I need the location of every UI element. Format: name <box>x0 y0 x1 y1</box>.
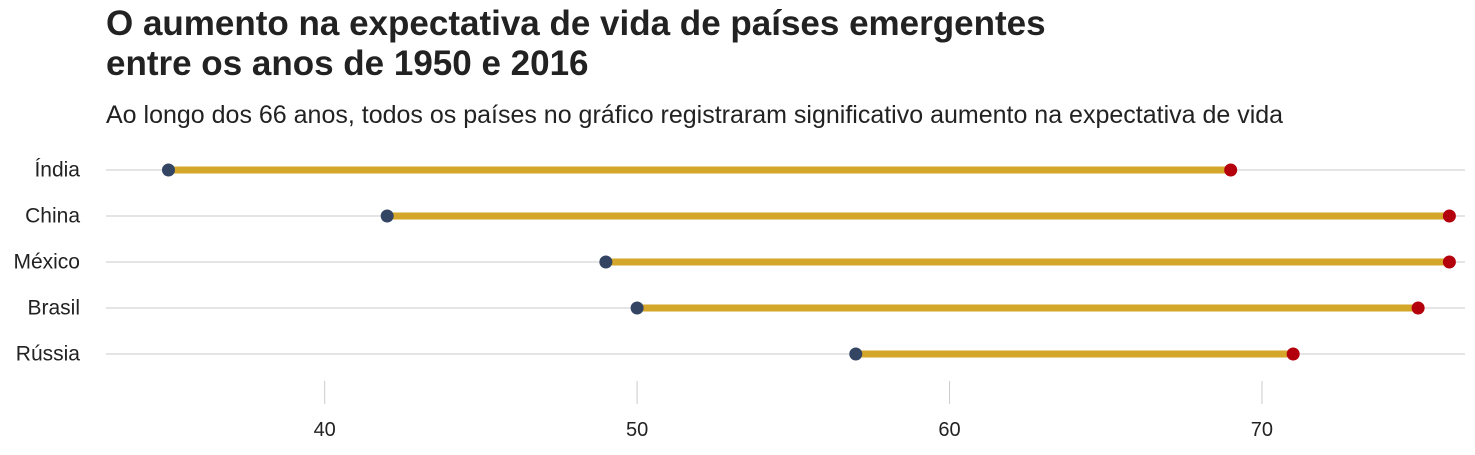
x-tick-label-40: 40 <box>314 419 336 441</box>
point-1950-mexico <box>599 255 613 269</box>
point-2016-brasil <box>1411 301 1425 315</box>
x-axis-labels: 40 50 60 70 <box>314 381 1273 441</box>
chart-subtitle: Ao longo dos 66 anos, todos os países no… <box>106 101 1284 129</box>
points <box>161 163 1456 361</box>
chart-title-line-1: O aumento na expectativa de vida de país… <box>106 4 1046 43</box>
point-1950-brasil <box>630 301 644 315</box>
y-label-brasil: Brasil <box>27 297 80 320</box>
y-label-mexico: México <box>13 251 80 274</box>
chart-title-line-2: entre os anos de 1950 e 2016 <box>106 44 589 83</box>
point-1950-india <box>161 163 175 177</box>
chart-title: O aumento na expectativa de vida de país… <box>106 4 1046 84</box>
point-2016-russia <box>1286 347 1300 361</box>
y-label-russia: Rússia <box>16 343 81 366</box>
point-2016-china <box>1442 209 1456 223</box>
y-label-china: China <box>25 205 80 228</box>
x-tick-label-60: 60 <box>938 419 960 441</box>
point-2016-india <box>1224 163 1238 177</box>
y-label-india: Índia <box>34 159 80 182</box>
x-tick-label-50: 50 <box>626 419 648 441</box>
point-1950-russia <box>849 347 863 361</box>
point-1950-china <box>380 209 394 223</box>
x-tick-label-70: 70 <box>1251 419 1273 441</box>
point-2016-mexico <box>1442 255 1456 269</box>
segments <box>168 166 1450 358</box>
y-axis-labels: Índia China México Brasil Rússia <box>13 159 80 366</box>
